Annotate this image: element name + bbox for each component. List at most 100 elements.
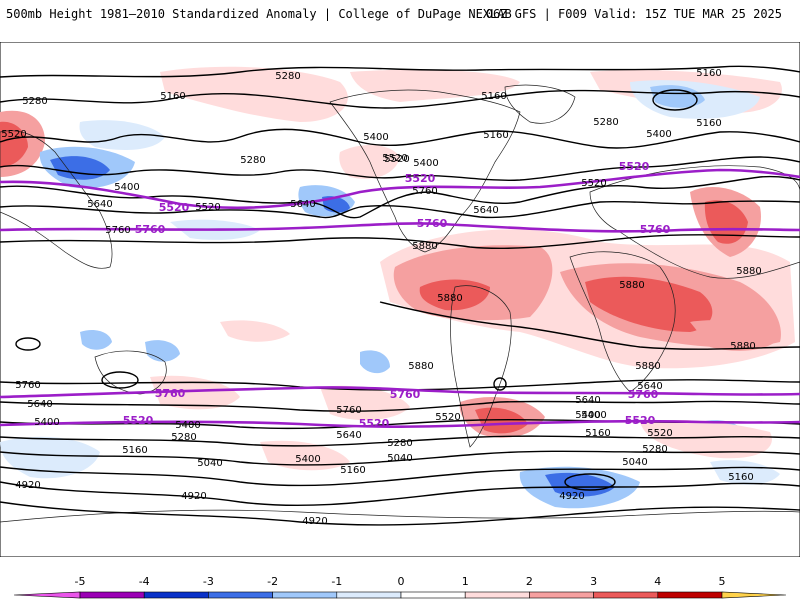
contour-label: 5880 — [412, 241, 437, 252]
colorbar-segment — [79, 591, 145, 599]
colorbar-tick-label: -2 — [267, 575, 278, 588]
contour-label: 5160 — [696, 118, 721, 129]
contour-label: 5760 — [336, 405, 361, 416]
colorbar-high-arrow — [721, 591, 787, 599]
contour-label: 5880 — [408, 361, 433, 372]
colorbar-segment — [529, 591, 594, 599]
colorbar-tick-label: -4 — [139, 575, 150, 588]
highlight-label: 5760 — [417, 217, 448, 230]
contour-label: 5640 — [575, 395, 600, 406]
contour-label: 5520 — [435, 412, 460, 423]
colorbar-tick-label: -5 — [75, 575, 86, 588]
contour-label: 5640 — [87, 199, 112, 210]
contour-label: 5280 — [22, 96, 47, 107]
contour-label: 5640 — [336, 430, 361, 441]
contour-label: 5160 — [483, 130, 508, 141]
colorbar-segment — [208, 591, 273, 599]
contour-label: 5040 — [387, 453, 412, 464]
highlight-label: 5520 — [405, 172, 436, 185]
highlight-contour-labels: 5520 5760 5520 5760 5520 5760 5760 5760 … — [123, 160, 671, 430]
contour-label: 5520 — [1, 129, 26, 140]
colorbar-low-arrow — [13, 591, 81, 599]
colorbar-tick-label: 5 — [719, 575, 726, 588]
contour-label: 5640 — [27, 399, 52, 410]
contour-label: 5400 — [363, 132, 388, 143]
highlight-label: 5520 — [359, 417, 390, 430]
contour-label: 5640 — [290, 199, 315, 210]
contour-label: 5400 — [646, 129, 671, 140]
chart-header: 500mb Height 1981–2010 Standardized Anom… — [0, 0, 800, 30]
contour-label: 5520 — [384, 154, 409, 165]
highlight-contours — [0, 168, 800, 428]
contour-label: 5160 — [340, 465, 365, 476]
contour-label: 5880 — [635, 361, 660, 372]
contour-label: 5520 — [195, 202, 220, 213]
contour-label: 5160 — [585, 428, 610, 439]
contour-labels: 5280 5160 5280 5520 5160 5400 5280 5520 … — [1, 68, 761, 527]
colorbar-segment — [143, 591, 209, 599]
contour-label: 5880 — [619, 280, 644, 291]
contour-label: 5280 — [387, 438, 412, 449]
model-run-info: 06Z GFS | F009 Valid: 15Z TUE MAR 25 202… — [485, 7, 782, 21]
contour-label: 5400 — [34, 417, 59, 428]
contour-label: 5160 — [728, 472, 753, 483]
contour-label: 5640 — [637, 381, 662, 392]
colorbar-tick-label: -1 — [331, 575, 342, 588]
colorbar-segment — [593, 591, 659, 599]
contour-label: 5160 — [696, 68, 721, 79]
highlight-label: 5760 — [640, 223, 671, 236]
contour-label: 5520 — [647, 428, 672, 439]
contour-label: 5760 — [412, 186, 437, 197]
contour-label: 5280 — [240, 155, 265, 166]
contour-label: 5400 — [581, 410, 606, 421]
contour-label: 5760 — [105, 225, 130, 236]
contour-label: 5640 — [473, 205, 498, 216]
contour-label: 4920 — [181, 491, 206, 502]
contour-label: 5280 — [642, 444, 667, 455]
contour-label: 5880 — [437, 293, 462, 304]
colorbar-tick-label: 2 — [526, 575, 533, 588]
contour-label: 5280 — [275, 71, 300, 82]
contour-label: 5280 — [593, 117, 618, 128]
chart-title: 500mb Height 1981–2010 Standardized Anom… — [6, 7, 512, 21]
contour-label: 4920 — [559, 491, 584, 502]
contour-label: 5280 — [171, 432, 196, 443]
highlight-label: 5760 — [390, 388, 421, 401]
contour-label: 5040 — [622, 457, 647, 468]
contour-label: 5400 — [114, 182, 139, 193]
highlight-label: 5520 — [619, 160, 650, 173]
colorbar-tick-label: 1 — [462, 575, 469, 588]
contour-label: 4920 — [302, 516, 327, 527]
contour-label: 5400 — [575, 410, 600, 421]
contour-label: 5520 — [581, 178, 606, 189]
contour-label: 5160 — [160, 91, 185, 102]
contour-label: 5760 — [15, 380, 40, 391]
colorbar-tick-label: -3 — [203, 575, 214, 588]
highlight-label: 5760 — [135, 223, 166, 236]
highlight-label: 5760 — [155, 387, 186, 400]
contour-label: 5880 — [736, 266, 761, 277]
contour-label: 5880 — [730, 341, 755, 352]
contour-label: 5400 — [295, 454, 320, 465]
colorbar-tick-label: 3 — [590, 575, 597, 588]
colorbar: -5 -4 -3 -2 -1 0 1 2 3 4 5 — [13, 575, 787, 599]
contour-label: 5400 — [413, 158, 438, 169]
contour-label: 5520 — [382, 153, 407, 164]
colorbar-segments — [13, 591, 787, 599]
contour-label: 5160 — [481, 91, 506, 102]
contour-label: 4920 — [15, 480, 40, 491]
colorbar-tick-label: 0 — [398, 575, 405, 588]
colorbar-segment — [464, 591, 530, 599]
highlight-label: 5520 — [625, 414, 656, 427]
highlight-label: 5520 — [123, 414, 154, 427]
colorbar-segment — [400, 591, 466, 599]
colorbar-tick-label: 4 — [654, 575, 661, 588]
highlight-label: 5760 — [628, 388, 659, 401]
contour-label: 5040 — [197, 458, 222, 469]
highlight-label: 5520 — [159, 201, 190, 214]
colorbar-segment — [336, 591, 402, 599]
colorbar-segment — [272, 591, 338, 599]
anomaly-map: 5280 5160 5280 5520 5160 5400 5280 5520 … — [0, 42, 800, 557]
contour-label: 5400 — [175, 420, 200, 431]
colorbar-ticks: -5 -4 -3 -2 -1 0 1 2 3 4 5 — [75, 575, 726, 588]
